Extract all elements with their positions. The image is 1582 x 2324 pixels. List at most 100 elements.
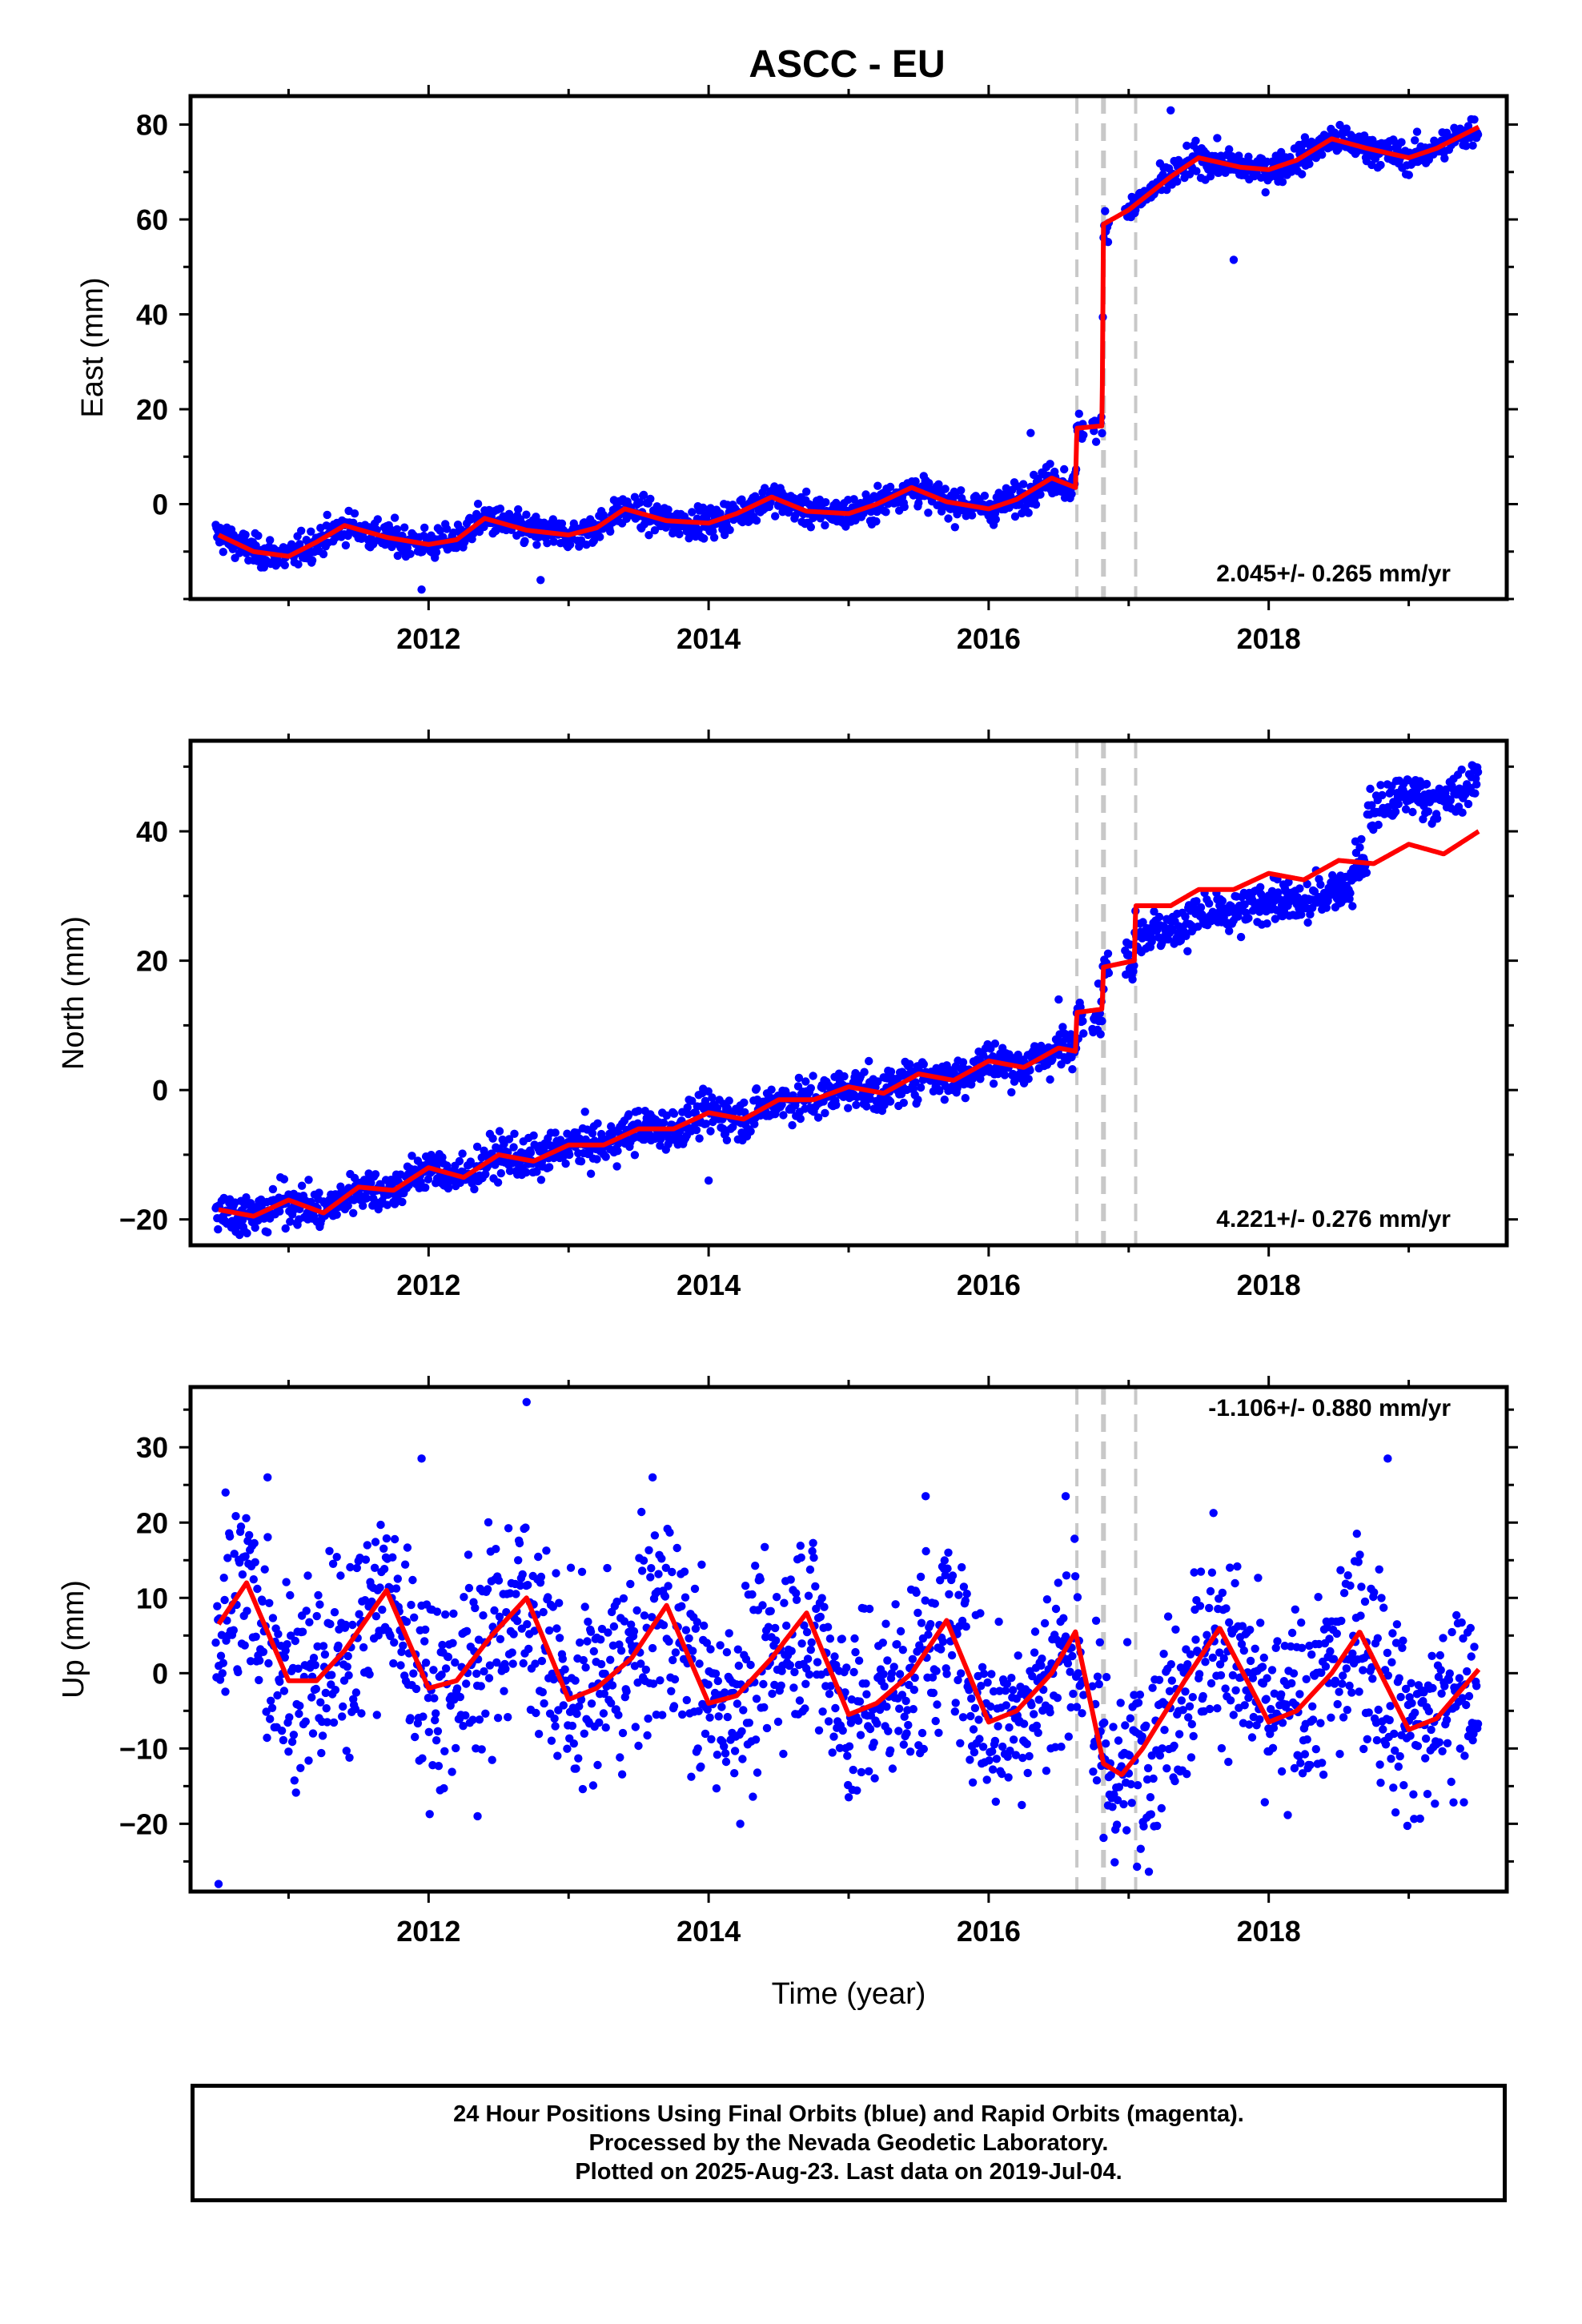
data-point [371, 1170, 380, 1179]
data-point [1185, 170, 1195, 179]
data-point [947, 1651, 957, 1660]
data-point [813, 1113, 823, 1122]
data-point [752, 516, 761, 525]
data-point [1300, 133, 1310, 142]
data-point [991, 515, 1001, 524]
data-point [746, 1660, 755, 1670]
data-point [1201, 1658, 1210, 1667]
data-point [372, 1711, 381, 1719]
data-point [1134, 1699, 1143, 1707]
data-point [1446, 796, 1456, 805]
data-point [547, 1736, 556, 1745]
data-point [577, 1567, 587, 1577]
data-point [632, 1606, 641, 1615]
data-point [1002, 1679, 1012, 1688]
data-points [211, 106, 1483, 594]
data-point [462, 1626, 472, 1636]
data-point [1163, 1612, 1173, 1621]
data-point [622, 1687, 631, 1696]
data-point [1218, 1588, 1227, 1598]
data-point [1101, 207, 1110, 215]
data-point [280, 1653, 289, 1662]
data-point [217, 1630, 227, 1639]
data-point [873, 481, 882, 490]
data-point [1046, 1708, 1054, 1717]
data-point [1031, 500, 1041, 509]
data-point [365, 1670, 374, 1679]
data-point [1192, 897, 1201, 906]
data-point [709, 527, 717, 536]
data-point [801, 1077, 810, 1086]
data-point [806, 523, 815, 532]
data-point [378, 1605, 387, 1614]
data-point [351, 1688, 361, 1697]
data-point [379, 1544, 388, 1554]
data-point [259, 1647, 268, 1656]
data-point [756, 1575, 765, 1584]
data-point [1091, 437, 1101, 446]
data-point [571, 1676, 580, 1685]
data-point [313, 1642, 322, 1651]
data-point [1335, 120, 1344, 130]
data-point [811, 1582, 820, 1591]
data-point [688, 1096, 697, 1105]
data-point [531, 1659, 540, 1668]
data-point [711, 1669, 721, 1679]
data-point [809, 1072, 817, 1080]
data-point [1181, 1687, 1190, 1696]
data-point [948, 1571, 958, 1580]
data-point [432, 1736, 441, 1745]
data-point [1391, 807, 1400, 816]
data-point [1319, 1770, 1328, 1779]
data-point [1342, 1664, 1351, 1673]
data-point [1127, 1799, 1136, 1807]
data-point [1032, 1721, 1042, 1731]
data-point [548, 1602, 557, 1611]
plot-area-up [211, 1387, 1483, 1892]
data-point [703, 1705, 712, 1714]
data-point [924, 1630, 933, 1639]
x-tick-label: 2018 [1237, 1269, 1301, 1301]
data-point [464, 1550, 473, 1559]
data-point [441, 1610, 450, 1619]
data-point [1303, 1735, 1311, 1744]
data-point [1079, 1691, 1088, 1699]
data-point [644, 531, 653, 540]
data-point [795, 1696, 805, 1705]
data-point [1103, 949, 1113, 959]
data-point [1339, 1589, 1349, 1598]
data-point [488, 1134, 497, 1143]
data-point [606, 1655, 615, 1664]
data-point [459, 1722, 468, 1731]
plot-frame [188, 738, 1509, 1248]
data-point [1034, 1695, 1043, 1704]
data-point [854, 1656, 864, 1665]
data-point [941, 485, 950, 493]
data-point [264, 1659, 273, 1668]
data-point [697, 1762, 705, 1771]
data-point [1103, 238, 1113, 247]
data-point [596, 1659, 606, 1669]
data-point [1225, 1618, 1234, 1627]
data-point [236, 1522, 246, 1531]
data-point [1009, 1686, 1018, 1695]
data-point [263, 1228, 272, 1237]
data-point [694, 1707, 703, 1715]
data-point [722, 1648, 732, 1657]
data-point [777, 1681, 785, 1690]
data-point [840, 1072, 849, 1081]
data-point [700, 1621, 709, 1630]
data-point [480, 1667, 488, 1676]
data-point [544, 1593, 552, 1602]
data-point [231, 1512, 240, 1521]
data-point [998, 1742, 1007, 1751]
data-point [909, 1685, 919, 1695]
data-point [1000, 1071, 1010, 1080]
data-point [1119, 1799, 1128, 1809]
data-point [1037, 1661, 1046, 1670]
data-point [656, 1141, 665, 1150]
data-point [1337, 1616, 1346, 1626]
data-point [1238, 1622, 1247, 1630]
data-point [580, 1602, 589, 1611]
data-point [1291, 1605, 1300, 1614]
